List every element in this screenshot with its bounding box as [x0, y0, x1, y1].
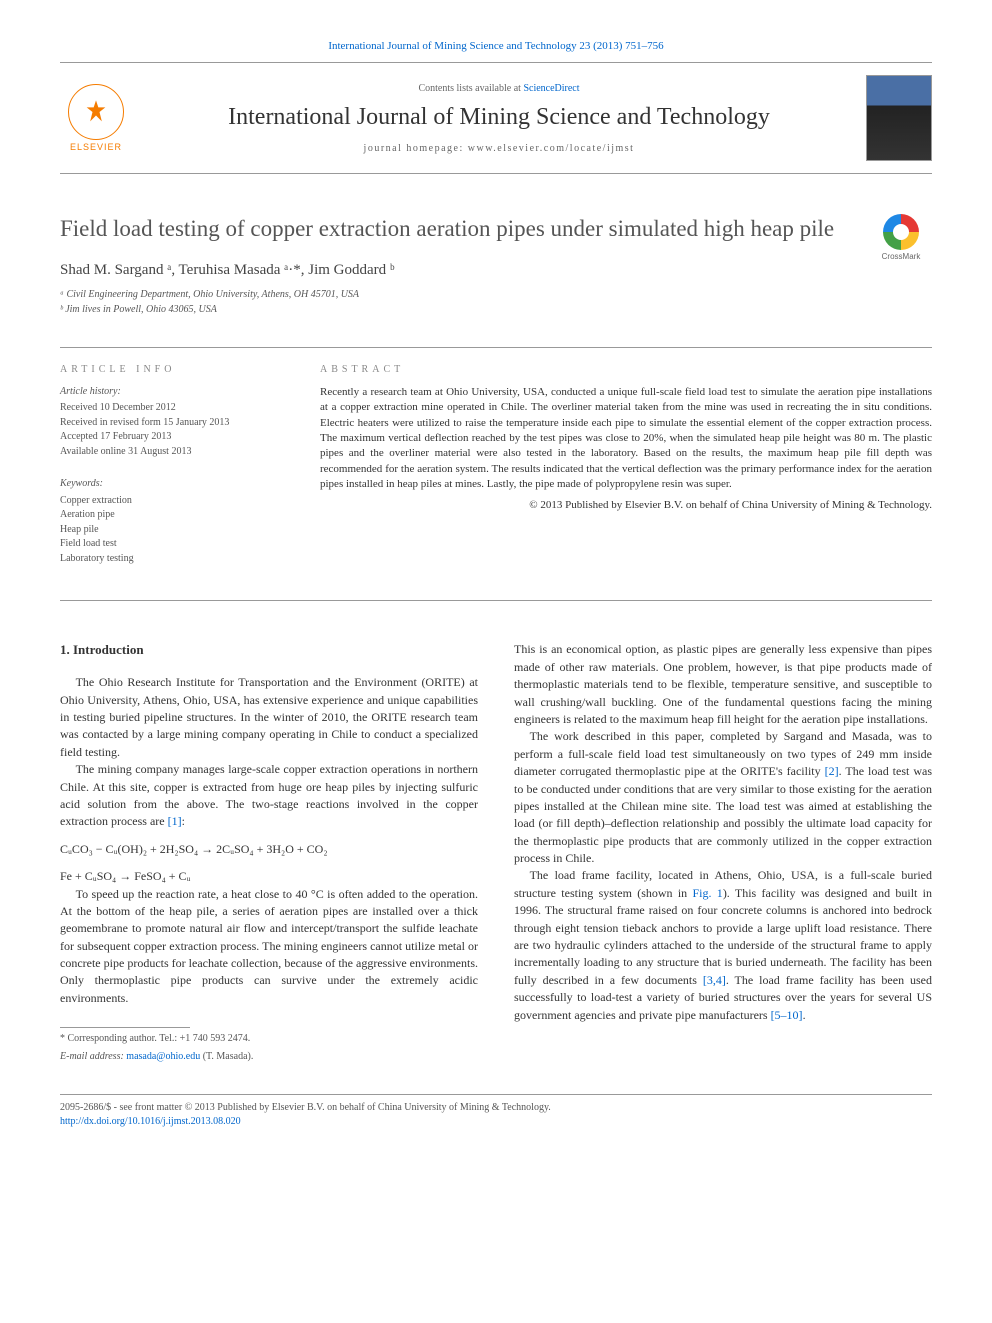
footer-block: 2095-2686/$ - see front matter © 2013 Pu… [60, 1094, 932, 1129]
journal-homepage: journal homepage: www.elsevier.com/locat… [150, 143, 848, 154]
citation-ref[interactable]: [1] [168, 814, 182, 828]
para-text: The mining company manages large-scale c… [60, 762, 478, 828]
keyword: Aeration pipe [60, 508, 280, 523]
email-footnote: E-mail address: masada@ohio.edu (T. Masa… [60, 1050, 478, 1064]
keywords-label: Keywords: [60, 477, 280, 492]
history-label: Article history: [60, 385, 280, 400]
journal-name: International Journal of Mining Science … [150, 104, 848, 131]
history-item: Received 10 December 2012 [60, 401, 280, 416]
doi-link[interactable]: http://dx.doi.org/10.1016/j.ijmst.2013.0… [60, 1116, 241, 1127]
journal-cover-thumbnail[interactable] [866, 75, 932, 161]
left-column: 1. Introduction The Ohio Research Instit… [60, 641, 478, 1064]
keyword: Copper extraction [60, 494, 280, 509]
keywords-block: Keywords: Copper extraction Aeration pip… [60, 477, 280, 566]
right-column: This is an economical option, as plastic… [514, 641, 932, 1064]
body-columns: 1. Introduction The Ohio Research Instit… [60, 641, 932, 1064]
citation-ref[interactable]: [5–10] [771, 1008, 803, 1022]
abstract-text: Recently a research team at Ohio Univers… [320, 385, 932, 493]
para-text: : [182, 814, 185, 828]
publisher-name: ELSEVIER [70, 142, 122, 152]
corresponding-email-link[interactable]: masada@ohio.edu [126, 1051, 200, 1062]
keyword: Laboratory testing [60, 552, 280, 567]
citation-line: International Journal of Mining Science … [60, 40, 932, 52]
elsevier-tree-icon [68, 84, 124, 140]
history-item: Received in revised form 15 January 2013 [60, 416, 280, 431]
abstract-heading: ABSTRACT [320, 364, 932, 375]
citation-ref[interactable]: [2] [825, 764, 839, 778]
footer-copyright: 2095-2686/$ - see front matter © 2013 Pu… [60, 1101, 932, 1115]
article-title: Field load testing of copper extraction … [60, 214, 850, 244]
publisher-logo[interactable]: ELSEVIER [60, 79, 132, 157]
email-label: E-mail address: [60, 1051, 126, 1062]
contents-available-line: Contents lists available at ScienceDirec… [150, 83, 848, 94]
email-suffix: (T. Masada). [200, 1051, 253, 1062]
para-text: . [803, 1008, 806, 1022]
article-history-block: Article history: Received 10 December 20… [60, 385, 280, 460]
sciencedirect-link[interactable]: ScienceDirect [523, 83, 579, 94]
para-text: . The load test was to be conducted unde… [514, 764, 932, 865]
crossmark-badge[interactable]: CrossMark [870, 214, 932, 261]
info-abstract-row: ARTICLE INFO Article history: Received 1… [60, 347, 932, 602]
figure-ref[interactable]: Fig. 1 [693, 886, 723, 900]
masthead-center: Contents lists available at ScienceDirec… [150, 83, 848, 154]
citation-link[interactable]: International Journal of Mining Science … [328, 40, 663, 52]
affiliations: ᵃ Civil Engineering Department, Ohio Uni… [60, 287, 932, 317]
body-paragraph: The Ohio Research Institute for Transpor… [60, 674, 478, 761]
section-heading: 1. Introduction [60, 641, 478, 660]
contents-prefix: Contents lists available at [418, 83, 523, 94]
corresponding-footnote: * Corresponding author. Tel.: +1 740 593… [60, 1032, 478, 1046]
affiliation: ᵃ Civil Engineering Department, Ohio Uni… [60, 287, 932, 302]
body-paragraph: This is an economical option, as plastic… [514, 641, 932, 728]
authors-line: Shad M. Sargand ᵃ, Teruhisa Masada ᵃ·*, … [60, 262, 932, 279]
body-paragraph: The work described in this paper, comple… [514, 728, 932, 867]
keyword: Heap pile [60, 523, 280, 538]
chemical-equation: CᵤCO₃ − Cᵤ(OH)₂ + 2H₂SO₄ → 2CᵤSO₄ + 3H₂O… [60, 841, 478, 858]
abstract-column: ABSTRACT Recently a research team at Ohi… [320, 364, 932, 585]
body-paragraph: The load frame facility, located in Athe… [514, 867, 932, 1024]
footnote-separator [60, 1027, 190, 1028]
masthead: ELSEVIER Contents lists available at Sci… [60, 62, 932, 174]
history-item: Available online 31 August 2013 [60, 445, 280, 460]
affiliation: ᵇ Jim lives in Powell, Ohio 43065, USA [60, 302, 932, 317]
crossmark-label: CrossMark [870, 252, 932, 261]
crossmark-icon [883, 214, 919, 250]
citation-ref[interactable]: [3,4] [703, 973, 726, 987]
keyword: Field load test [60, 537, 280, 552]
chemical-equation: Fe + CᵤSO₄ → FeSO₄ + Cᵤ [60, 868, 478, 885]
body-paragraph: The mining company manages large-scale c… [60, 761, 478, 831]
article-info-heading: ARTICLE INFO [60, 364, 280, 375]
article-info-column: ARTICLE INFO Article history: Received 1… [60, 364, 280, 585]
abstract-copyright: © 2013 Published by Elsevier B.V. on beh… [320, 499, 932, 511]
history-item: Accepted 17 February 2013 [60, 430, 280, 445]
para-text: ). This facility was designed and built … [514, 886, 932, 987]
body-paragraph: To speed up the reaction rate, a heat cl… [60, 886, 478, 1008]
